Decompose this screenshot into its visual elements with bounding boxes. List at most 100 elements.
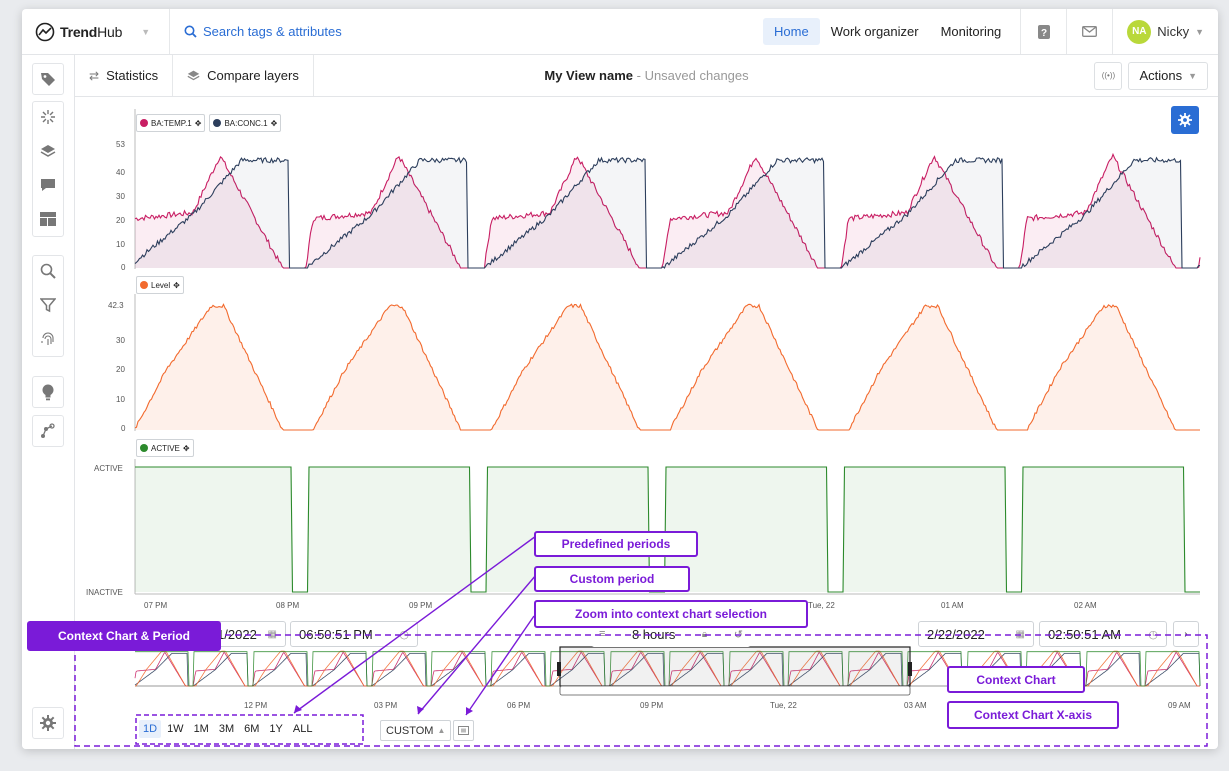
mail-icon <box>1082 26 1098 37</box>
preset-1w[interactable]: 1W <box>167 723 184 735</box>
context-x-tick: 03 PM <box>374 701 398 710</box>
live-button[interactable]: ((•)) <box>1094 61 1123 90</box>
context-x-tick: 09 AM <box>1168 701 1191 710</box>
legend-level[interactable]: Level ✥ <box>136 276 184 294</box>
compare-layers-button[interactable]: Compare layers <box>173 55 314 96</box>
duration-value[interactable]: 8 hours <box>631 626 676 642</box>
user-name: Nicky <box>1157 24 1190 39</box>
x-tick: 02 AM <box>1074 601 1097 610</box>
main-nav: Home Work organizer Monitoring <box>763 9 1020 54</box>
next-period-button[interactable]: › <box>1173 621 1199 647</box>
active-line <box>135 466 1200 593</box>
annotation-context-chart-period: Context Chart & Period <box>27 621 221 651</box>
search-placeholder: Search tags & attributes <box>203 24 342 39</box>
context-selection-right-handle <box>908 662 912 676</box>
avatar: NA <box>1127 19 1152 44</box>
chevron-right-icon: › <box>1184 628 1188 640</box>
search-icon <box>40 263 56 279</box>
custom-label: CUSTOM <box>386 724 434 737</box>
history-icon[interactable]: ↺ <box>733 628 743 641</box>
y3-tick: INACTIVE <box>86 588 123 597</box>
sidebar-settings-button[interactable] <box>32 707 64 739</box>
sidebar-scatter-button[interactable] <box>32 415 64 447</box>
move-icon: ✥ <box>270 118 278 128</box>
sidebar-dashboard-button[interactable] <box>32 203 64 235</box>
app-window: TrendHub ▼ Search tags & attributes Home… <box>22 9 1218 749</box>
app-logo[interactable]: TrendHub ▼ <box>22 9 170 54</box>
start-time-value: 06:50:51 PM <box>299 626 373 642</box>
preset-1m[interactable]: 1M <box>193 723 209 735</box>
move-icon: ✥ <box>194 118 202 128</box>
context-x-tick: 03 AM <box>904 701 927 710</box>
clock-icon: ◷ <box>1148 628 1158 641</box>
x-tick: 08 PM <box>276 601 300 610</box>
sidebar-tags-button[interactable] <box>32 63 64 95</box>
sidebar-events-button[interactable] <box>32 101 64 133</box>
statistics-button[interactable]: ⇄ Statistics <box>75 55 174 96</box>
tag-icon <box>41 73 55 86</box>
chart1-plot <box>134 109 1201 269</box>
start-time-input[interactable]: 06:50:51 PM ◷ <box>290 621 418 647</box>
top-bar: TrendHub ▼ Search tags & attributes Home… <box>22 9 1218 55</box>
actions-button[interactable]: Actions ▼ <box>1128 61 1208 90</box>
annotation-predefined-periods: Predefined periods <box>534 531 698 557</box>
context-selection-window <box>559 646 911 687</box>
x-tick: Tue, 22 <box>808 601 835 610</box>
move-icon: ✥ <box>182 443 190 453</box>
x-tick: 07 PM <box>144 601 168 610</box>
preset-6m[interactable]: 6M <box>244 723 260 735</box>
legend-active[interactable]: ACTIVE ✥ <box>136 439 194 457</box>
sidebar-filter-button[interactable] <box>32 289 64 321</box>
actions-label: Actions <box>1139 68 1183 83</box>
legend-temp[interactable]: BA:TEMP.1 ✥ <box>136 114 206 132</box>
help-button[interactable]: ? <box>1020 9 1066 54</box>
nav-home[interactable]: Home <box>763 18 820 45</box>
legend-conc[interactable]: BA:CONC.1 ✥ <box>209 114 282 132</box>
nav-monitoring[interactable]: Monitoring <box>940 24 1002 39</box>
active-dot-icon <box>140 444 148 452</box>
fingerprint-icon <box>41 332 54 345</box>
messages-button[interactable] <box>1066 9 1112 54</box>
preset-1y[interactable]: 1Y <box>269 723 283 735</box>
dashboard-icon <box>40 212 56 226</box>
conc-area <box>135 157 1200 268</box>
context-x-tick: 06 PM <box>507 701 531 710</box>
temp-dot-icon <box>140 119 148 127</box>
level-dot-icon <box>140 281 148 289</box>
search-input[interactable]: Search tags & attributes <box>170 24 763 39</box>
context-x-tick: 12 PM <box>244 701 268 710</box>
chevron-down-icon[interactable]: ▼ <box>141 26 151 37</box>
preset-1d[interactable]: 1D <box>139 720 162 738</box>
nav-work-organizer[interactable]: Work organizer <box>830 24 919 39</box>
sidebar-annotations-button[interactable] <box>32 169 64 201</box>
help-icon: ? <box>1037 24 1050 39</box>
end-time-value: 02:50:51 AM <box>1048 626 1121 642</box>
sidebar-search-button[interactable] <box>32 255 64 287</box>
preset-all[interactable]: ALL <box>292 723 313 735</box>
annotation-context-xaxis: Context Chart X-axis <box>947 701 1119 729</box>
sort-icon[interactable]: ≡ <box>599 628 606 640</box>
layers-icon <box>40 145 56 157</box>
annotation-zoom-selection: Zoom into context chart selection <box>534 600 808 628</box>
preset-3m[interactable]: 3M <box>218 723 235 735</box>
custom-period-button[interactable]: CUSTOM ▲ <box>380 720 452 741</box>
caret-up-icon: ▲ <box>437 726 446 735</box>
y2-tick: 30 <box>116 336 125 345</box>
user-menu[interactable]: NA Nicky ▼ <box>1112 9 1218 54</box>
sidebar-insights-button[interactable] <box>32 376 64 408</box>
sidebar-layers-button[interactable] <box>32 135 64 167</box>
zoom-selection-button[interactable] <box>453 720 474 741</box>
statistics-label: Statistics <box>106 68 159 83</box>
lock-icon[interactable]: 🔒︎ <box>701 628 708 640</box>
end-date-input[interactable]: 2/22/2022 ▦ <box>918 621 1034 647</box>
sidebar-fingerprint-button[interactable] <box>32 323 64 355</box>
app-title: TrendHub <box>60 23 123 40</box>
y3-tick: ACTIVE <box>94 464 123 473</box>
y1-tick: 53 <box>116 140 125 149</box>
chart-settings-button[interactable] <box>1171 106 1199 134</box>
y2-tick: 42.3 <box>108 301 124 310</box>
zoom-selection-icon <box>458 726 469 735</box>
level-area <box>135 304 1200 430</box>
legend-level-label: Level <box>151 280 171 290</box>
end-time-input[interactable]: 02:50:51 AM ◷ <box>1039 621 1167 647</box>
